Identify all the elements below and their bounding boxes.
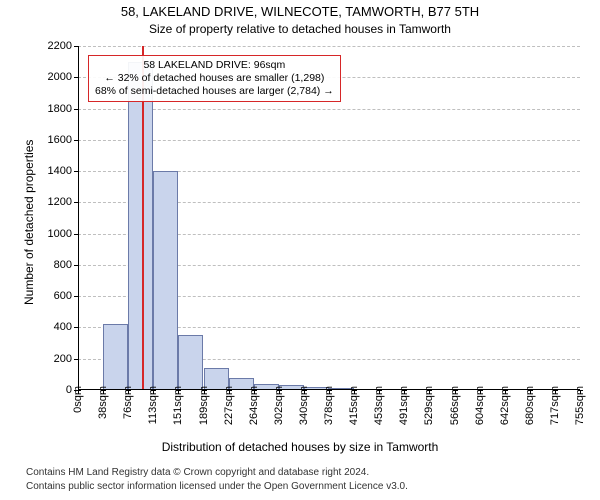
- x-axis-label: Distribution of detached houses by size …: [0, 440, 600, 454]
- gridline: [78, 46, 580, 47]
- x-tick-mark: [455, 390, 456, 394]
- x-tick-mark: [304, 390, 305, 394]
- x-tick-mark: [229, 390, 230, 394]
- x-tick-mark: [128, 390, 129, 394]
- y-tick-mark: [74, 46, 78, 47]
- x-tick-mark: [530, 390, 531, 394]
- annotation-line: ← 32% of detached houses are smaller (1,…: [95, 72, 334, 85]
- x-tick-mark: [404, 390, 405, 394]
- footer-copyright: Contains HM Land Registry data © Crown c…: [26, 467, 369, 478]
- y-tick-mark: [74, 202, 78, 203]
- gridline: [78, 140, 580, 141]
- annotation-line: 58 LAKELAND DRIVE: 96sqm: [95, 59, 334, 72]
- histogram-bar: [103, 324, 128, 390]
- x-tick-mark: [505, 390, 506, 394]
- annotation-line: 68% of semi-detached houses are larger (…: [95, 85, 334, 98]
- y-tick-mark: [74, 296, 78, 297]
- x-tick-mark: [279, 390, 280, 394]
- histogram-bar: [128, 62, 153, 390]
- annotation-box: 58 LAKELAND DRIVE: 96sqm← 32% of detache…: [88, 55, 341, 102]
- x-tick-mark: [78, 390, 79, 394]
- x-tick-mark: [429, 390, 430, 394]
- x-tick-mark: [254, 390, 255, 394]
- x-tick-mark: [379, 390, 380, 394]
- x-tick-mark: [354, 390, 355, 394]
- gridline: [78, 109, 580, 110]
- histogram-bar: [153, 171, 178, 390]
- y-tick-mark: [74, 234, 78, 235]
- x-tick-mark: [555, 390, 556, 394]
- x-tick-mark: [480, 390, 481, 394]
- y-tick-mark: [74, 171, 78, 172]
- y-tick-mark: [74, 109, 78, 110]
- x-tick-mark: [178, 390, 179, 394]
- x-tick-mark: [204, 390, 205, 394]
- histogram-bar: [178, 335, 203, 390]
- x-tick-mark: [580, 390, 581, 394]
- page-title: 58, LAKELAND DRIVE, WILNECOTE, TAMWORTH,…: [0, 4, 600, 19]
- x-tick-mark: [329, 390, 330, 394]
- y-tick-mark: [74, 265, 78, 266]
- y-tick-mark: [74, 327, 78, 328]
- page-subtitle: Size of property relative to detached ho…: [0, 22, 600, 36]
- y-tick-mark: [74, 77, 78, 78]
- x-tick-mark: [103, 390, 104, 394]
- x-tick-mark: [153, 390, 154, 394]
- y-axis-label: Number of detached properties: [22, 140, 36, 305]
- footer-licence: Contains public sector information licen…: [26, 481, 408, 492]
- y-tick-mark: [74, 359, 78, 360]
- y-tick-mark: [74, 140, 78, 141]
